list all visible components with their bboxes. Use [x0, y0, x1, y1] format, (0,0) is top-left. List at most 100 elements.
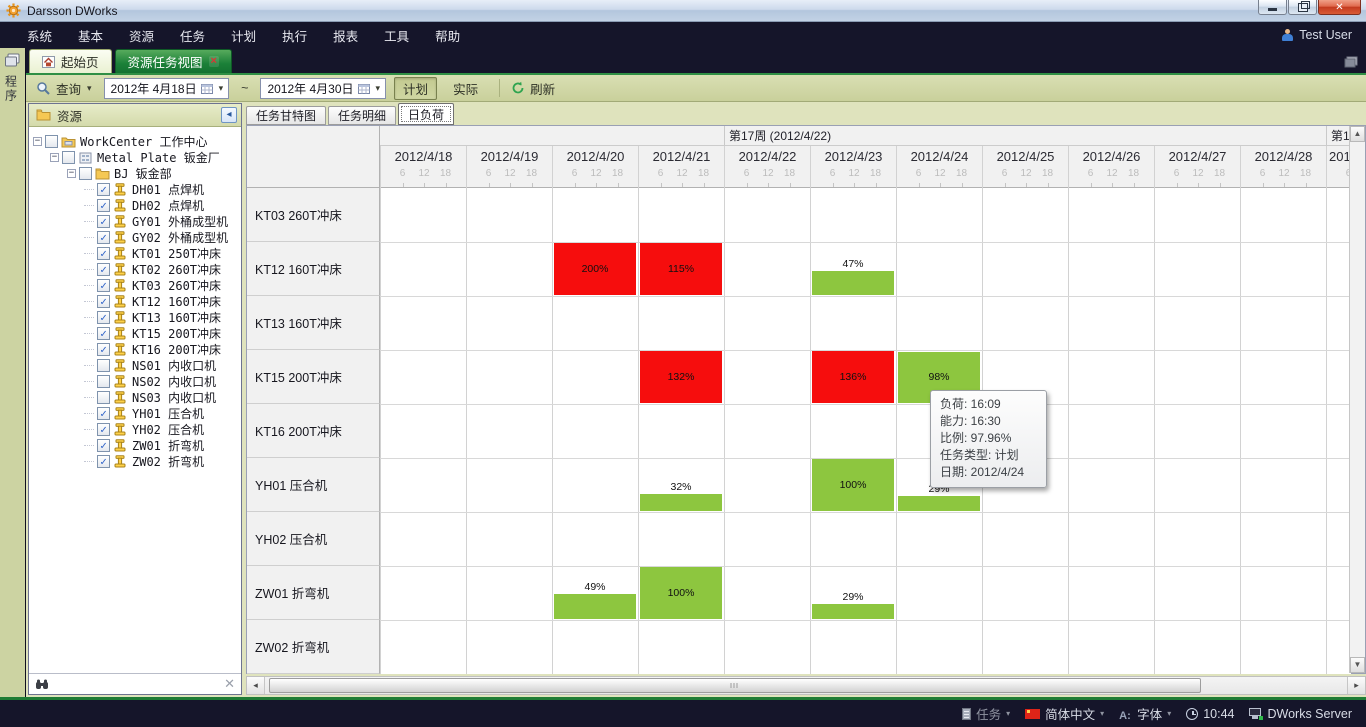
binoculars-icon[interactable] [35, 679, 49, 690]
refresh-button[interactable]: 刷新 [511, 79, 555, 98]
load-cell[interactable]: 200% [553, 242, 637, 296]
menu-item-基本[interactable]: 基本 [78, 29, 104, 44]
tree-node[interactable]: ✓ KT15 200T冲床 [29, 325, 241, 341]
date-from-picker[interactable]: 2012年 4月18日 ▾ [103, 77, 230, 99]
load-cell[interactable]: 132% [639, 350, 723, 404]
vertical-scrollbar[interactable]: ▲ ▼ [1349, 126, 1365, 673]
collapse-expander-icon[interactable]: − [67, 167, 76, 178]
load-bar[interactable] [640, 494, 722, 511]
tree-node[interactable]: NS03 内收口机 [29, 389, 241, 405]
menu-item-报表[interactable]: 报表 [333, 29, 359, 44]
load-bar[interactable] [812, 271, 894, 295]
scrollbar-thumb[interactable] [269, 678, 1201, 693]
statusbar-item-task-icon[interactable]: 任务 ▾ [962, 704, 1010, 723]
menu-item-任务[interactable]: 任务 [180, 29, 206, 44]
tab-task-detail[interactable]: 任务明细 [328, 106, 397, 125]
tree-node[interactable]: ✓ ZW02 折弯机 [29, 453, 241, 469]
actual-toggle-button[interactable]: 实际 [445, 78, 486, 99]
scroll-right-icon[interactable]: ▸ [1347, 677, 1365, 694]
statusbar-item-server-icon[interactable]: DWorks Server [1249, 707, 1352, 721]
node-checkbox[interactable]: ✓ [97, 198, 110, 212]
node-checkbox[interactable] [45, 134, 58, 148]
load-cell[interactable]: 47% [811, 242, 895, 296]
tab-resource-task-view[interactable]: 资源任务视图 × [114, 49, 232, 73]
menu-item-系统[interactable]: 系统 [27, 29, 53, 44]
load-cell[interactable]: 115% [639, 242, 723, 296]
node-checkbox[interactable]: ✓ [97, 230, 110, 244]
tree-node[interactable]: NS01 内收口机 [29, 357, 241, 373]
tree-node[interactable]: NS02 内收口机 [29, 373, 241, 389]
menu-item-工具[interactable]: 工具 [384, 29, 410, 44]
tree-node[interactable]: ✓ KT16 200T冲床 [29, 341, 241, 357]
tab-close-icon[interactable]: × [208, 55, 219, 67]
load-bar[interactable] [898, 496, 980, 511]
date-to-caret-icon[interactable]: ▾ [375, 82, 381, 93]
tree-node[interactable]: ✓ YH01 压合机 [29, 405, 241, 421]
query-button[interactable]: 查询 [56, 82, 82, 97]
tree-node[interactable]: − WorkCenter 工作中心 [29, 133, 241, 149]
menu-item-帮助[interactable]: 帮助 [435, 29, 461, 44]
tree-node[interactable]: ✓ KT12 160T冲床 [29, 293, 241, 309]
tree-node[interactable]: ✓ DH01 点焊机 [29, 181, 241, 197]
node-checkbox[interactable] [97, 358, 110, 372]
menu-item-资源[interactable]: 资源 [129, 29, 155, 44]
collapse-panel-button[interactable]: ◂ [221, 107, 237, 123]
tree-node[interactable]: − BJ 钣金部 [29, 165, 241, 181]
node-checkbox[interactable] [97, 374, 110, 388]
tree-node[interactable]: ✓ KT13 160T冲床 [29, 309, 241, 325]
load-cell[interactable]: 32% [639, 458, 723, 512]
tree-node[interactable]: ✓ DH02 点焊机 [29, 197, 241, 213]
load-cell[interactable]: 100% [639, 566, 723, 620]
load-bar[interactable] [640, 243, 722, 295]
node-checkbox[interactable]: ✓ [97, 214, 110, 228]
load-bar[interactable] [812, 604, 894, 619]
date-to-value[interactable]: 2012年 4月30日 [267, 81, 354, 96]
menu-item-计划[interactable]: 计划 [231, 29, 257, 44]
statusbar-item-clock-icon[interactable]: 10:44 [1186, 707, 1234, 721]
tree-node[interactable]: ✓ KT01 250T冲床 [29, 245, 241, 261]
node-checkbox[interactable]: ✓ [97, 182, 110, 196]
node-checkbox[interactable] [97, 390, 110, 404]
node-checkbox[interactable] [62, 150, 75, 164]
scroll-left-icon[interactable]: ◂ [247, 677, 265, 694]
user-indicator[interactable]: Test User [1281, 28, 1352, 42]
restore-button[interactable] [1288, 0, 1317, 15]
tree-node[interactable]: ✓ ZW01 折弯机 [29, 437, 241, 453]
date-to-picker[interactable]: 2012年 4月30日 ▾ [260, 77, 387, 99]
load-cell[interactable]: 136% [811, 350, 895, 404]
collapse-expander-icon[interactable]: − [33, 135, 42, 146]
tree-node[interactable]: ✓ GY01 外桶成型机 [29, 213, 241, 229]
load-bar[interactable] [812, 459, 894, 511]
minimize-button[interactable] [1258, 0, 1287, 15]
tab-daily-load[interactable]: 日负荷 [398, 103, 455, 125]
statusbar-item-font-icon[interactable]: 字体 ▾ [1119, 704, 1171, 723]
calendar-icon[interactable] [357, 83, 370, 94]
load-bar[interactable] [812, 351, 894, 403]
node-checkbox[interactable]: ✓ [97, 438, 110, 452]
tree-node[interactable]: ✓ GY02 外桶成型机 [29, 229, 241, 245]
tab-home[interactable]: 起始页 [29, 49, 112, 73]
horizontal-scrollbar[interactable]: ◂ ▸ [246, 676, 1366, 695]
window-list-icon[interactable] [1344, 55, 1358, 73]
node-checkbox[interactable]: ✓ [97, 310, 110, 324]
plan-toggle-button[interactable]: 计划 [394, 76, 438, 100]
node-checkbox[interactable]: ✓ [97, 342, 110, 356]
load-bar[interactable] [640, 567, 722, 619]
collapse-expander-icon[interactable]: − [50, 151, 59, 162]
node-checkbox[interactable]: ✓ [97, 406, 110, 420]
calendar-icon[interactable] [200, 83, 213, 94]
program-side-tab[interactable]: 程序 [0, 48, 26, 697]
node-checkbox[interactable]: ✓ [97, 454, 110, 468]
node-checkbox[interactable]: ✓ [97, 262, 110, 276]
scroll-up-icon[interactable]: ▲ [1350, 126, 1365, 142]
load-cell[interactable]: 29% [811, 566, 895, 620]
clear-filter-icon[interactable]: ✕ [224, 676, 235, 691]
load-bar[interactable] [640, 351, 722, 403]
node-checkbox[interactable]: ✓ [97, 278, 110, 292]
tree-node[interactable]: ✓ KT02 260T冲床 [29, 261, 241, 277]
node-checkbox[interactable]: ✓ [97, 326, 110, 340]
date-from-caret-icon[interactable]: ▾ [218, 82, 224, 93]
load-bar[interactable] [554, 243, 636, 295]
load-cell[interactable]: 49% [553, 566, 637, 620]
tree-node[interactable]: ✓ YH02 压合机 [29, 421, 241, 437]
